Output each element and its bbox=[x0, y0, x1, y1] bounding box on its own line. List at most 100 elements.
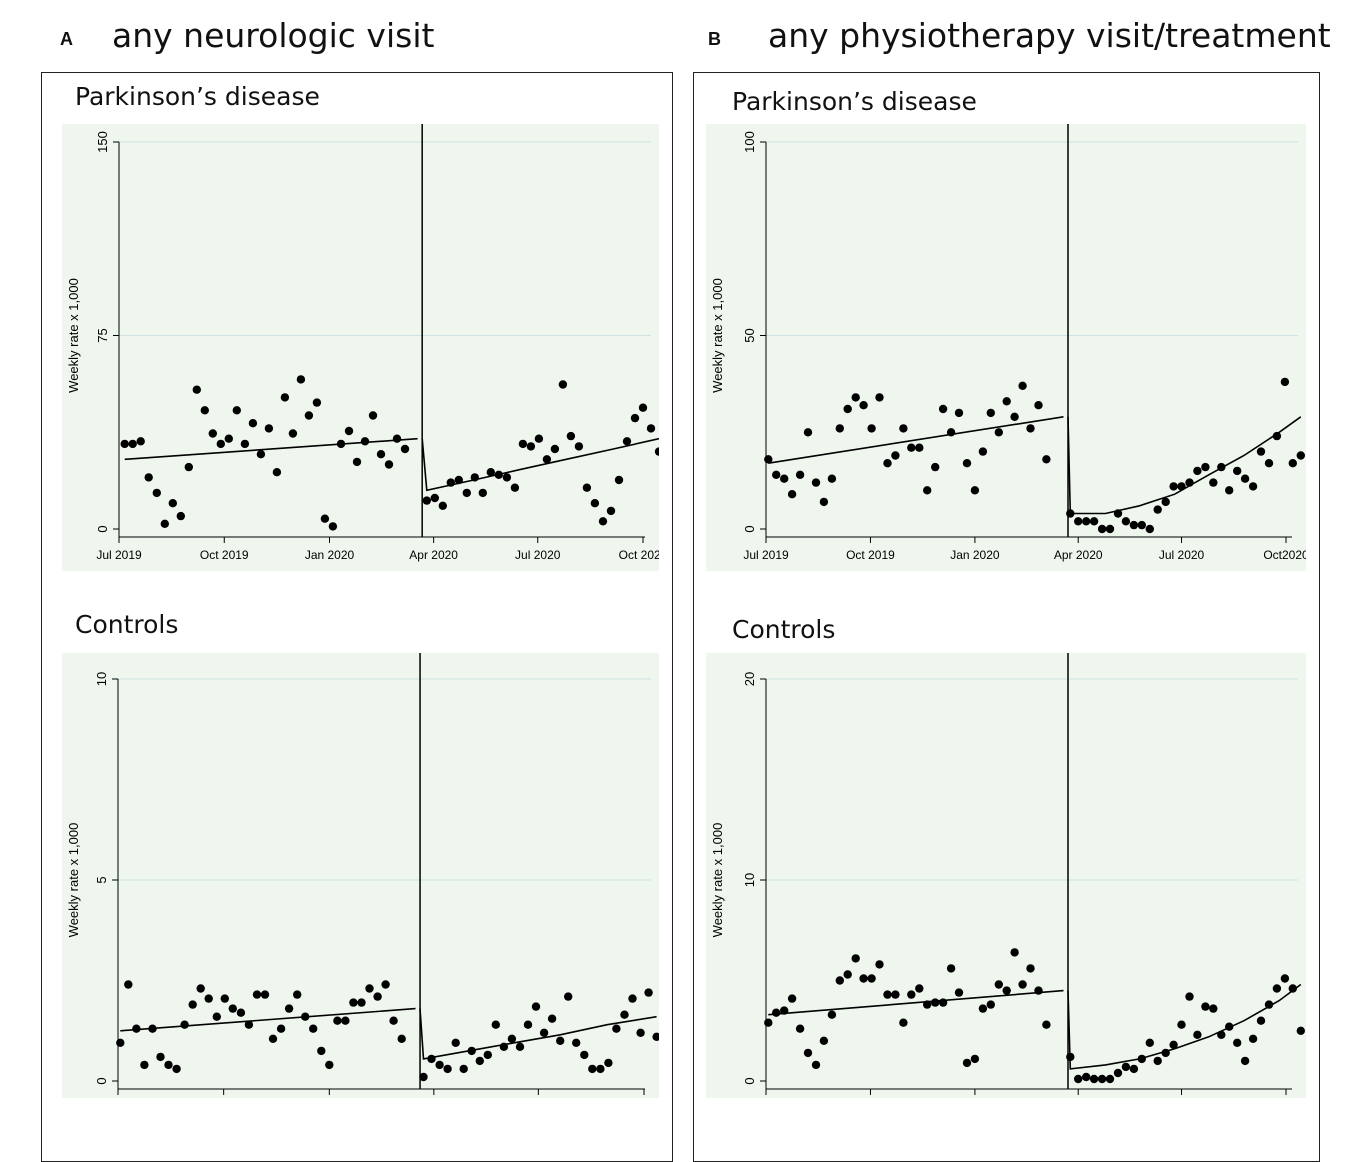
data-point bbox=[614, 475, 624, 485]
data-point bbox=[1217, 1030, 1226, 1039]
data-point bbox=[435, 1060, 444, 1070]
data-point bbox=[803, 1048, 813, 1058]
x-tick-label: Jul 2019 bbox=[743, 548, 789, 562]
data-point bbox=[1002, 986, 1011, 995]
data-point bbox=[491, 1020, 500, 1029]
data-point bbox=[1296, 451, 1305, 460]
data-point bbox=[192, 385, 201, 394]
data-point bbox=[558, 380, 568, 389]
data-point bbox=[851, 393, 860, 402]
data-point bbox=[566, 431, 576, 441]
chart-a-pd: 0 75 150 Weekly rate x 1,000 Jul 2019 Oct 201… bbox=[62, 124, 668, 571]
data-point bbox=[208, 429, 217, 438]
data-point bbox=[994, 980, 1003, 989]
data-point bbox=[1201, 1002, 1210, 1011]
data-point bbox=[994, 428, 1003, 437]
y-tick-label: 0 bbox=[742, 525, 757, 532]
x-tick-label: Jul 2020 bbox=[1159, 548, 1205, 562]
data-point bbox=[938, 404, 948, 414]
data-point bbox=[1272, 431, 1282, 441]
data-point bbox=[1256, 1016, 1266, 1025]
data-point bbox=[1145, 1038, 1154, 1047]
panel-title-b: any physiotherapy visit/treatment bbox=[768, 16, 1331, 55]
data-point bbox=[196, 984, 205, 993]
data-point bbox=[843, 970, 852, 979]
chart-title-b-pd: Parkinson’s disease bbox=[732, 87, 977, 116]
data-point bbox=[180, 1020, 189, 1029]
data-point bbox=[1240, 1056, 1250, 1066]
data-point bbox=[867, 424, 876, 433]
y-tick-label: 0 bbox=[95, 525, 110, 532]
data-point bbox=[556, 1036, 565, 1045]
data-point bbox=[309, 1024, 318, 1033]
data-point bbox=[787, 994, 797, 1003]
data-point bbox=[368, 411, 378, 420]
data-point bbox=[384, 460, 394, 469]
panel-letter-b: B bbox=[708, 29, 721, 49]
data-point bbox=[301, 1012, 310, 1021]
data-point bbox=[438, 501, 447, 510]
data-point bbox=[1113, 1068, 1123, 1078]
data-point bbox=[336, 439, 346, 449]
data-point bbox=[268, 1034, 278, 1043]
y-tick-label: 10 bbox=[94, 672, 109, 686]
data-point bbox=[128, 439, 137, 449]
data-point bbox=[612, 1024, 621, 1033]
data-point bbox=[116, 1038, 125, 1047]
data-point bbox=[280, 393, 290, 402]
data-point bbox=[164, 1060, 173, 1070]
data-point bbox=[582, 483, 592, 492]
x-tick-label: Oct 2019 bbox=[846, 548, 895, 562]
data-point bbox=[923, 1000, 932, 1009]
data-point bbox=[1018, 381, 1027, 390]
data-point bbox=[803, 428, 813, 437]
data-point bbox=[1034, 986, 1043, 995]
data-point bbox=[1074, 1074, 1083, 1084]
data-point bbox=[1225, 486, 1234, 495]
data-point bbox=[312, 398, 322, 407]
data-point bbox=[962, 459, 972, 468]
x-tick-label: Oct 2019 bbox=[200, 548, 249, 562]
data-point bbox=[284, 1004, 294, 1013]
data-point bbox=[1161, 1048, 1170, 1058]
data-point bbox=[152, 488, 161, 498]
data-point bbox=[1082, 517, 1091, 526]
data-point bbox=[168, 499, 177, 508]
data-point bbox=[1177, 1020, 1186, 1029]
trend-line-pre bbox=[120, 1007, 416, 1032]
data-point bbox=[644, 988, 653, 997]
data-point bbox=[360, 437, 370, 446]
data-point bbox=[835, 424, 844, 433]
data-point bbox=[317, 1046, 326, 1056]
data-point bbox=[507, 1034, 517, 1043]
data-point bbox=[795, 470, 805, 479]
data-point bbox=[140, 1060, 149, 1070]
data-point bbox=[867, 974, 876, 983]
data-point bbox=[795, 1024, 805, 1033]
data-point bbox=[1105, 1074, 1115, 1084]
data-point bbox=[478, 488, 487, 498]
data-point bbox=[764, 455, 773, 464]
data-point bbox=[764, 1018, 773, 1027]
data-point bbox=[160, 519, 169, 528]
data-point bbox=[419, 1072, 428, 1082]
y-tick-label: 5 bbox=[94, 876, 109, 883]
data-point bbox=[1042, 455, 1051, 464]
data-point bbox=[1129, 520, 1139, 530]
data-point bbox=[534, 434, 544, 443]
panel-title-a: any neurologic visit bbox=[112, 16, 435, 55]
data-point bbox=[188, 1000, 197, 1009]
y-axis-label: Weekly rate x 1,000 bbox=[710, 278, 725, 393]
data-point bbox=[172, 1064, 181, 1074]
data-point bbox=[124, 980, 133, 989]
data-point bbox=[1256, 447, 1266, 456]
data-point bbox=[1066, 509, 1075, 518]
trend-line-post bbox=[1067, 416, 1302, 515]
data-point bbox=[459, 1064, 468, 1074]
data-point bbox=[462, 488, 471, 498]
data-point bbox=[176, 511, 185, 521]
data-point bbox=[148, 1024, 157, 1033]
data-point bbox=[427, 1054, 436, 1064]
data-point bbox=[978, 1004, 988, 1013]
data-point bbox=[216, 439, 225, 449]
